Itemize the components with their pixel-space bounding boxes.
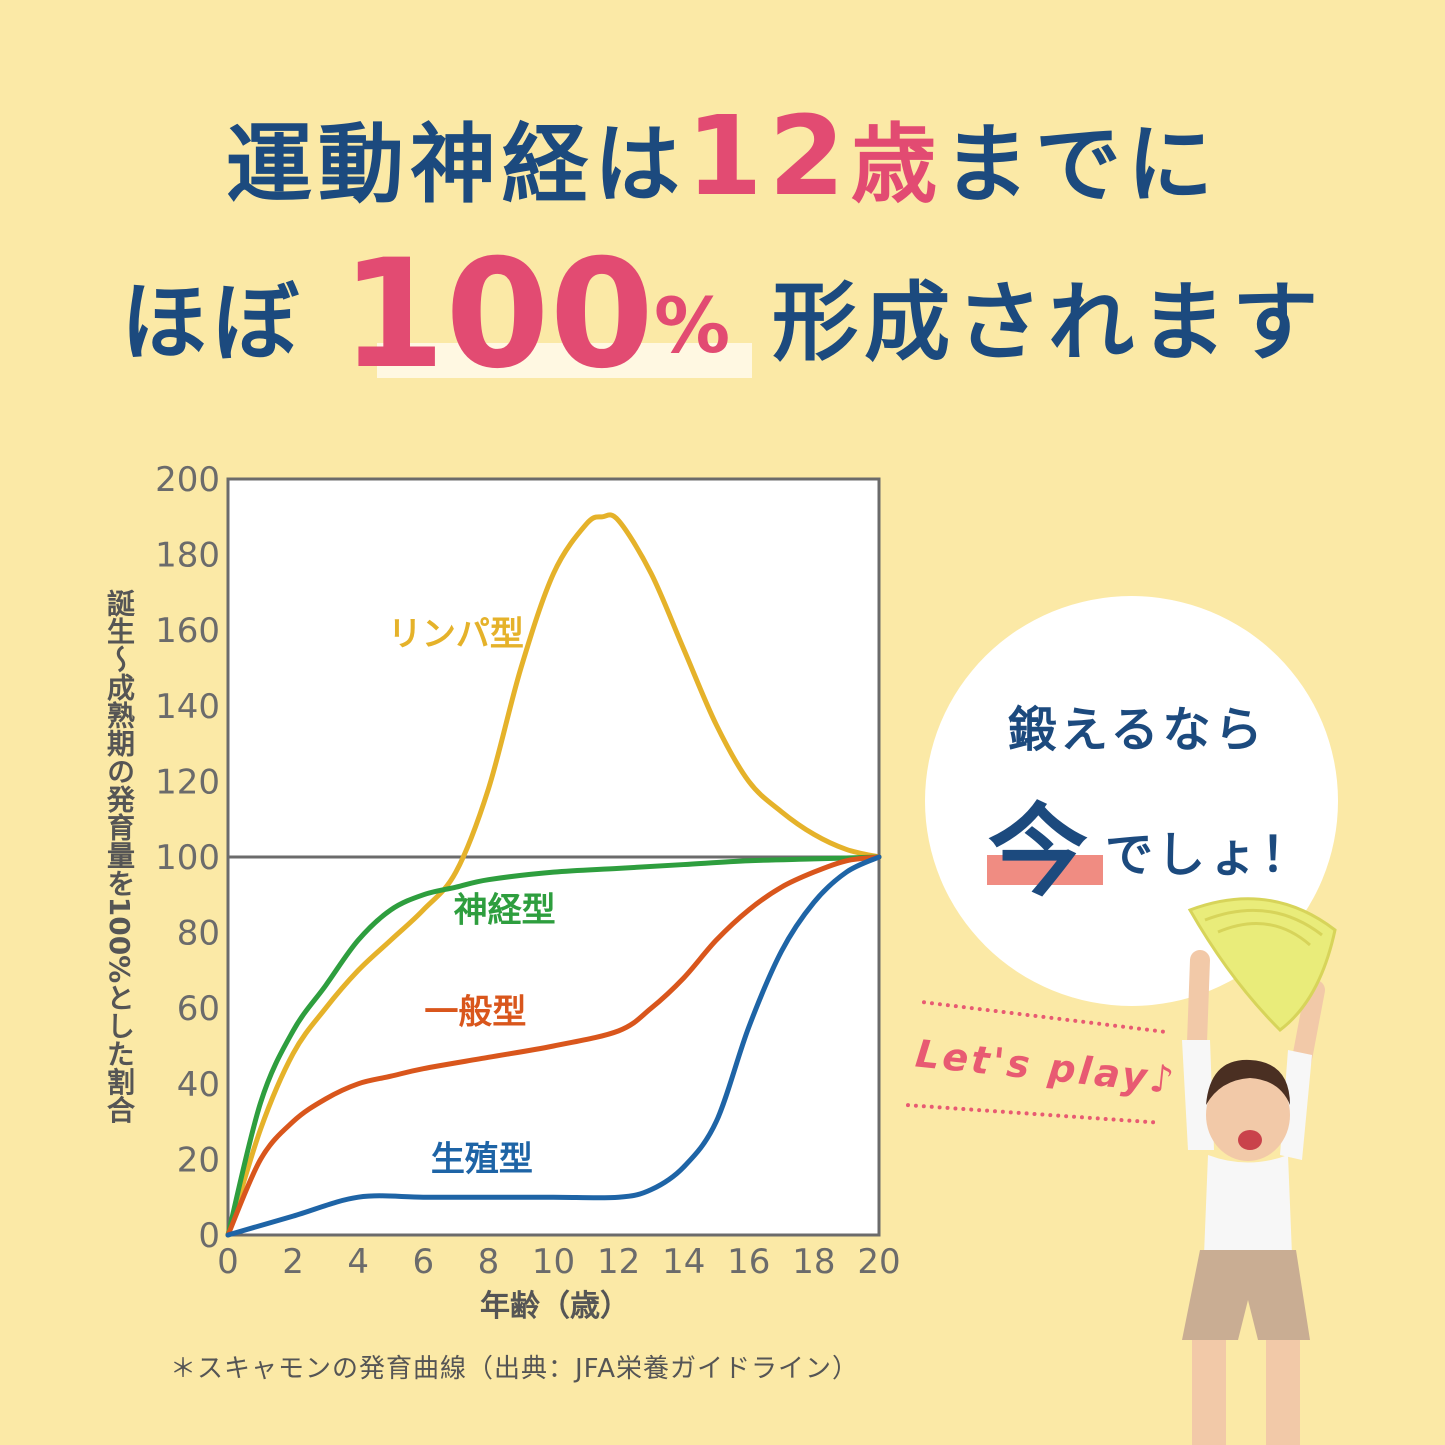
headline-line-2: ほぼ 100% 形成されます [0,228,1445,402]
headline-text: ほぼ [120,273,305,373]
headline-text: までに [943,115,1220,215]
y-tick-label: 200 [155,460,220,500]
headline-text: 運動神経は [225,115,686,215]
series-line-2 [225,854,882,1238]
headline-percent-sign: % [653,281,737,370]
series-label: リンパ型 [388,614,524,654]
y-tick-label: 20 [177,1140,220,1180]
headline-age-unit: 歳 [851,115,944,215]
x-tick-label: 14 [662,1242,705,1282]
x-tick-label: 8 [478,1242,500,1282]
bubble-text-rest: でしょ！ [1105,827,1314,883]
highlight-underline [377,343,752,378]
child-with-balance-toy-illustration [1182,897,1337,1445]
x-tick-label: 2 [282,1242,304,1282]
x-tick-label: 20 [857,1242,900,1282]
series-line-3 [225,854,882,1238]
chart-source-footnote: ＊スキャモンの発育曲線（出典：JFA栄養ガイドライン） [170,1354,860,1384]
x-tick-label: 4 [347,1242,369,1282]
y-tick-label: 60 [177,989,220,1029]
y-tick-label: 160 [155,611,220,651]
bubble-text: 鍛えるなら [1008,702,1267,758]
series-label: 神経型 [454,890,556,930]
x-tick-label: 16 [727,1242,770,1282]
y-tick-label: 100 [155,838,220,878]
headline-text: 形成されます [772,273,1325,373]
y-tick-label: 120 [155,762,220,802]
x-tick-label: 6 [412,1242,434,1282]
x-axis-label: 年齢（歳） [480,1289,630,1324]
y-tick-label: 180 [155,536,220,576]
y-axis-label: 誕生～成熟期の発育量を100%とした割合 [103,588,136,1123]
y-tick-label: 0 [198,1216,220,1256]
y-tick-label: 140 [155,687,220,727]
bubble-now-text: 今 [988,793,1088,910]
headline-percent-number: 100 [340,228,654,402]
x-tick-label: 18 [792,1242,835,1282]
series-line-0 [225,512,882,1238]
y-tick-label: 40 [177,1065,220,1105]
series-line-1 [225,854,882,1238]
series-label: 一般型 [424,992,526,1032]
y-tick-label: 80 [177,914,220,954]
x-tick-label: 0 [217,1242,239,1282]
series-label: 生殖型 [431,1140,533,1180]
headline-age-number: 12 [685,92,852,220]
x-tick-label: 12 [597,1242,640,1282]
x-tick-label: 10 [532,1242,575,1282]
headline-line-1: 運動神経は12歳までに [0,92,1445,220]
bubble-highlight [987,855,1103,885]
